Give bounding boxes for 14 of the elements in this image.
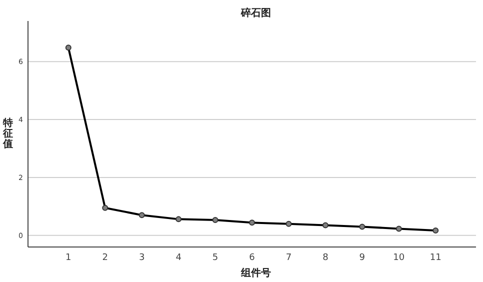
x-tick-label: 8 [322, 253, 329, 263]
x-tick-label: 5 [212, 253, 218, 263]
y-axis-title: 特征值 [2, 117, 13, 150]
x-tick-label: 4 [176, 253, 182, 263]
x-tick-label: 1 [66, 253, 72, 263]
x-axis-title: 组件号 [240, 267, 271, 279]
x-tick-label: 11 [430, 253, 442, 263]
chart-title: 碎石图 [240, 7, 271, 19]
x-tick-label: 3 [138, 253, 145, 263]
x-tick-label: 6 [249, 253, 256, 263]
x-tick-label: 9 [359, 253, 366, 263]
x-tick-label: 10 [393, 253, 405, 263]
x-tick-label: 2 [102, 253, 108, 263]
x-tick-label: 7 [286, 253, 292, 263]
